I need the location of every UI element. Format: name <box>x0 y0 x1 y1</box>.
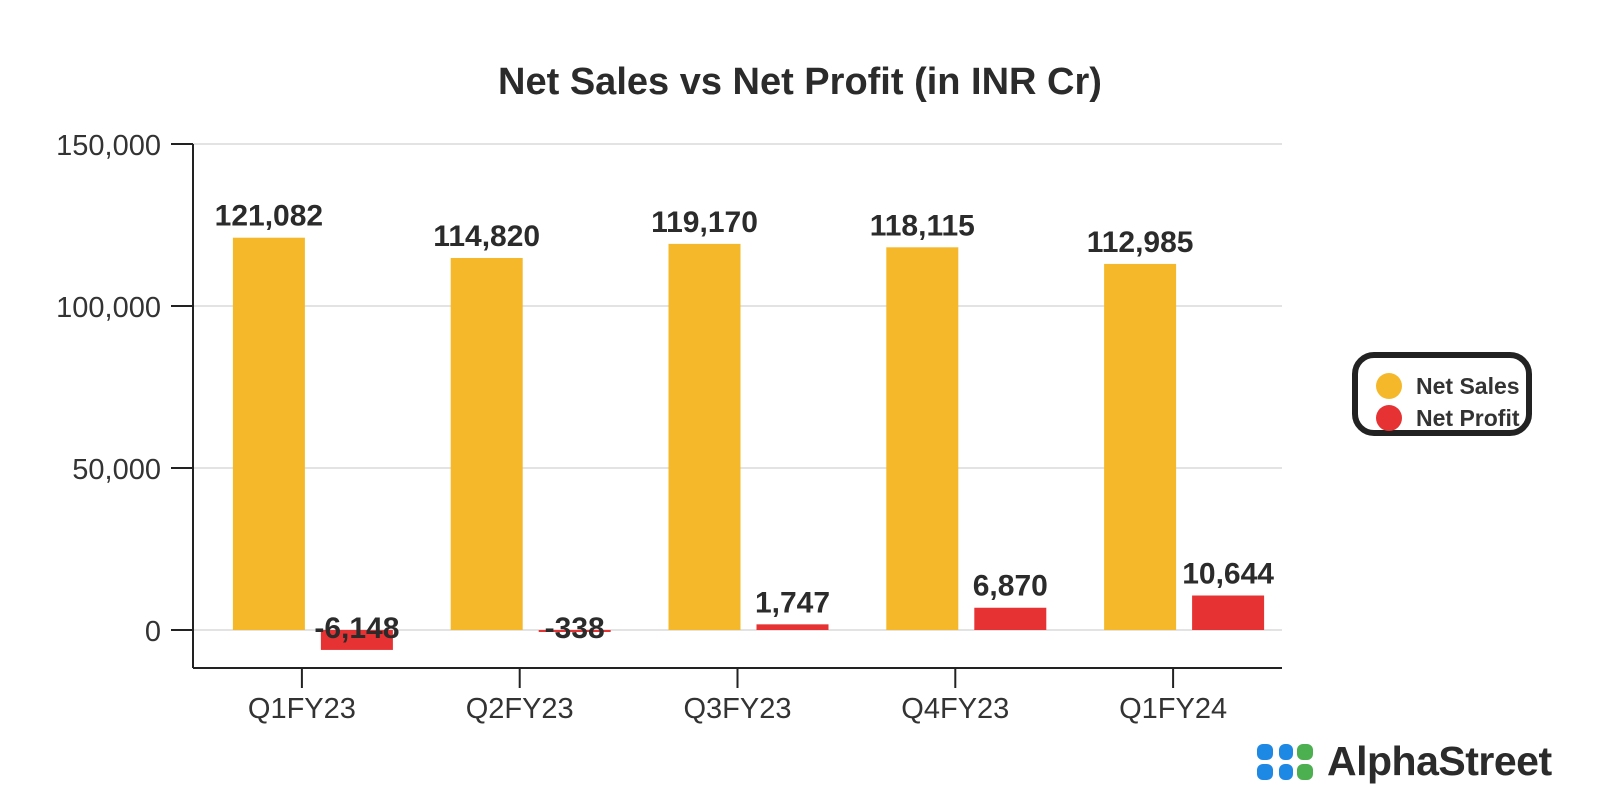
data-label: 10,644 <box>1182 558 1274 591</box>
y-tick-label: 0 <box>145 616 161 648</box>
data-label: 114,820 <box>433 220 540 253</box>
y-tick-label: 100,000 <box>56 292 161 324</box>
x-tick-label: Q3FY23 <box>684 693 792 725</box>
bar-net-sales <box>450 257 523 630</box>
chart-title: Net Sales vs Net Profit (in INR Cr) <box>498 61 1102 103</box>
data-label: -6,148 <box>314 612 399 645</box>
bar-net-profit <box>320 630 393 650</box>
legend-item-net-sales: Net Sales <box>1376 370 1526 402</box>
data-label: -338 <box>545 612 605 645</box>
legend-label-net-profit: Net Profit <box>1416 404 1520 431</box>
bar-net-sales <box>232 237 305 630</box>
y-tick-label: 50,000 <box>72 454 161 486</box>
bar-net-sales <box>1104 263 1177 630</box>
bar-net-sales <box>886 247 959 630</box>
bar-net-profit <box>538 630 611 632</box>
data-labels: 121,082 -6,148 114,820 -338 119,170 1,747 118,… <box>215 200 1275 645</box>
legend-swatch-net-sales <box>1376 373 1402 399</box>
legend-swatch-net-profit <box>1376 405 1402 431</box>
bars <box>232 237 1265 650</box>
bar-net-profit <box>756 624 829 630</box>
data-label: 121,082 <box>215 200 323 233</box>
data-label: 119,170 <box>651 206 758 239</box>
data-label: 118,115 <box>870 209 975 242</box>
brand-logo: AlphaStreet <box>1255 738 1552 785</box>
data-label: 1,747 <box>755 586 830 619</box>
legend-item-net-profit: Net Profit <box>1376 402 1526 434</box>
data-label: 6,870 <box>973 570 1048 603</box>
x-tick-label: Q4FY23 <box>901 693 1009 725</box>
bar-net-profit <box>1192 595 1265 630</box>
bar-net-profit <box>974 607 1047 630</box>
x-tick-label: Q1FY23 <box>248 693 356 725</box>
brand-name: AlphaStreet <box>1327 738 1552 784</box>
alphastreet-logo-icon <box>1257 743 1313 780</box>
bar-net-sales <box>668 243 741 630</box>
x-tick-label: Q1FY24 <box>1119 693 1227 725</box>
axes: 0 50,000 100,000 150,000 Q1FY23 Q2FY23 Q3FY23 Q… <box>56 130 1282 725</box>
x-tick-label: Q2FY23 <box>466 693 574 725</box>
legend: Net Sales Net Profit <box>1352 352 1532 436</box>
y-tick-label: 150,000 <box>56 130 161 162</box>
data-label: 112,985 <box>1087 226 1194 259</box>
legend-label-net-sales: Net Sales <box>1416 372 1520 399</box>
